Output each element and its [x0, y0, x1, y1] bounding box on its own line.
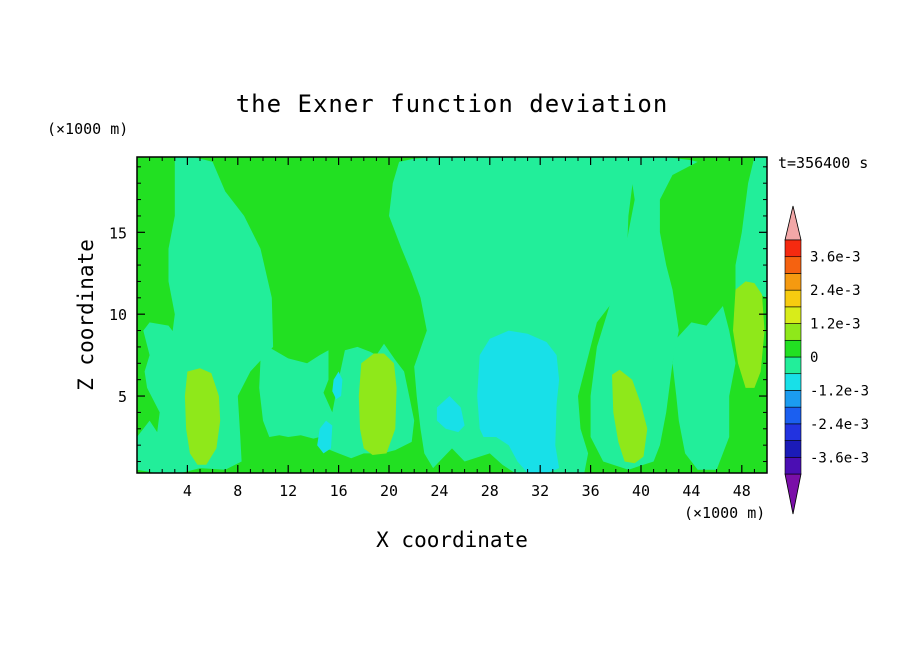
colorbar-arrow-high	[784, 205, 802, 241]
x-tick-label: 4	[183, 482, 192, 500]
contour-region-3	[672, 306, 736, 470]
x-axis-label: X coordinate	[376, 528, 528, 552]
colorbar-label: -3.6e-3	[810, 450, 869, 466]
contour-region-7	[477, 330, 560, 473]
contour-region-9	[317, 420, 333, 454]
colorbar-segment	[784, 239, 802, 258]
colorbar-segment	[784, 273, 802, 291]
y-tick-label: 10	[109, 306, 127, 324]
colorbar-arrow-low	[784, 473, 802, 515]
x-axis-ticks: 4 8 12 16 20 24 28 32 36 40 44 48	[149, 157, 755, 500]
contour-region-0	[137, 157, 274, 473]
contour-regions	[137, 157, 767, 473]
colorbar-label: -1.2e-3	[810, 383, 869, 399]
colorbar-label: 0	[810, 350, 818, 366]
contour-region-14	[733, 281, 765, 388]
contour-region-2	[389, 157, 635, 473]
contour-region-10	[332, 371, 343, 400]
x-tick-label: 28	[481, 482, 499, 500]
colorbar-label: 2.4e-3	[810, 283, 861, 299]
contour-region-13	[612, 369, 648, 464]
colorbar-segment	[784, 339, 802, 358]
contour-region-11	[184, 368, 221, 465]
colorbar-label: 3.6e-3	[810, 250, 861, 266]
colorbar-segment	[784, 440, 802, 458]
colorbar-label: 1.2e-3	[810, 317, 861, 333]
x-tick-label: 12	[279, 482, 297, 500]
y-axis-ticks: 5 10 15	[109, 166, 767, 463]
colorbar-segment	[784, 306, 802, 324]
y-tick-label: 15	[109, 224, 127, 242]
colorbar-segment	[784, 356, 802, 375]
contour-region-8	[436, 396, 465, 433]
y-axis-label: Z coordinate	[74, 239, 98, 391]
y-unit-label: (×1000 m)	[47, 120, 128, 138]
colorbar-segment	[784, 323, 802, 341]
x-tick-label: 44	[682, 482, 700, 500]
colorbar-segment	[784, 406, 802, 425]
x-unit-label: (×1000 m)	[684, 504, 765, 522]
colorbar-segment	[784, 423, 802, 441]
x-tick-label: 32	[531, 482, 549, 500]
colorbar-segment	[784, 373, 802, 391]
colorbar: -3.6e-3 -2.4e-3 -1.2e-3 0 1.2e-3 2.4e-3 3.6e-3	[784, 205, 869, 515]
colorbar-label: -2.4e-3	[810, 417, 869, 433]
x-tick-label: 16	[330, 482, 348, 500]
colorbar-segment	[784, 256, 802, 274]
colorbar-segment	[784, 390, 802, 408]
time-label: t=356400 s	[778, 154, 868, 172]
x-tick-label: 8	[233, 482, 242, 500]
contour-region-5	[662, 289, 673, 331]
x-tick-label: 24	[430, 482, 448, 500]
colorbar-segment	[784, 289, 802, 308]
chart-title: the Exner function deviation	[236, 90, 669, 118]
x-tick-label: 20	[380, 482, 398, 500]
y-tick-label: 5	[118, 388, 127, 406]
contour-region-6	[735, 157, 767, 298]
x-tick-label: 36	[582, 482, 600, 500]
contour-region-12	[358, 353, 397, 455]
x-tick-label: 40	[632, 482, 650, 500]
x-tick-label: 48	[733, 482, 751, 500]
colorbar-segment	[784, 456, 802, 475]
